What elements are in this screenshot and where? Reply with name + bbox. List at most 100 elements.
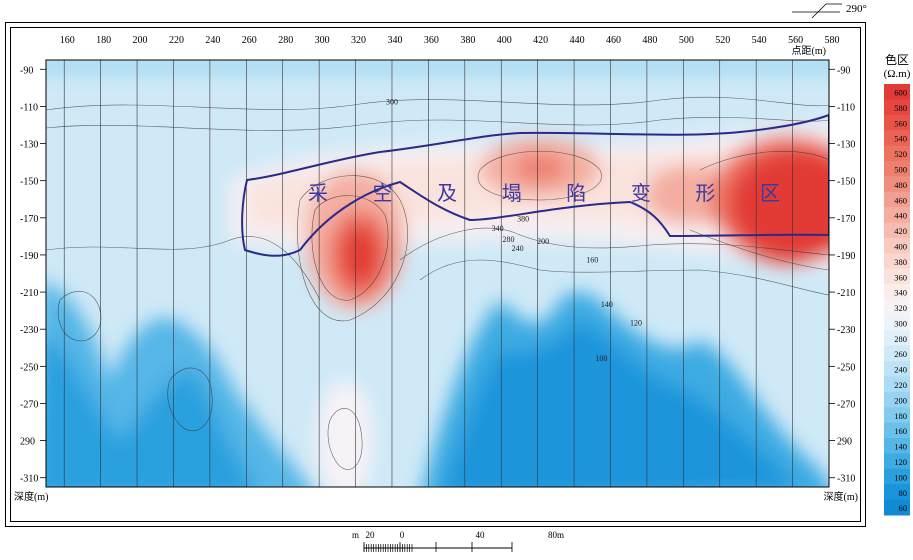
legend-level-label: 280: [894, 334, 907, 344]
legend-swatch: [884, 407, 910, 424]
contour-value-label: 200: [537, 237, 549, 246]
zone-label-char: 及: [437, 181, 457, 205]
contour-value-label: 120: [630, 318, 642, 327]
y-tick-label: -250: [20, 362, 38, 373]
legend-swatch: [884, 145, 910, 162]
plot-border: [45, 59, 830, 488]
legend-level-label: 480: [894, 180, 907, 190]
x-tick-label: 300: [315, 35, 330, 46]
legend-swatch: [884, 422, 910, 439]
contour-value-label: 140: [601, 300, 613, 309]
y-tick-label: -210: [837, 288, 855, 299]
x-tick-label: 520: [715, 35, 730, 46]
legend-level-label: 60: [899, 503, 908, 513]
x-axis-label: 点距(m): [792, 45, 826, 57]
x-tick-label: 580: [825, 35, 840, 46]
y-tick-label: -90: [837, 65, 850, 76]
zone-label-char: 区: [760, 181, 780, 205]
y-tick-label: -310: [20, 474, 38, 485]
map-inner-frame: [10, 27, 861, 522]
legend-level-label: 400: [894, 241, 907, 251]
legend-swatch: [884, 207, 910, 224]
x-tick-label: 560: [788, 35, 803, 46]
y-axis-label-left: 深度(m): [14, 490, 48, 503]
scale-tick-label: 0: [400, 530, 405, 540]
legend-level-label: 200: [894, 395, 907, 405]
y-axis-ticks-left: -90 -110 -130 -150 -170 -190 -210 -230 -250 -270 2…: [20, 65, 46, 485]
x-tick-label: 500: [679, 35, 694, 46]
scale-tick-label: 40: [476, 530, 486, 540]
y-tick-label: -250: [837, 362, 855, 373]
legend-level-label: 560: [894, 118, 907, 128]
y-tick-label: -130: [20, 140, 38, 151]
legend-swatch: [884, 345, 910, 362]
y-axis-ticks-right: -90 -110 -130 -150 -170 -190 -210 -230 -250 -270 2…: [829, 65, 855, 485]
zone-label-char: 空: [373, 181, 393, 205]
legend-level-label: 580: [894, 103, 907, 113]
zone-label-char: 变: [631, 181, 651, 205]
contour-value-label: 300: [386, 98, 398, 107]
map-outer-frame: [5, 22, 866, 527]
contour-value-label: 340: [492, 224, 504, 233]
y-tick-label: -270: [20, 399, 38, 410]
contour-value-label: 160: [586, 255, 598, 264]
legend-level-label: 440: [894, 211, 907, 221]
legend-title: 色区: [885, 53, 909, 67]
legend-level-label: 460: [894, 195, 907, 205]
legend-swatch: [884, 237, 910, 254]
x-tick-label: 380: [460, 35, 475, 46]
scale-bar: m 20 0 40 80m: [352, 530, 564, 552]
y-tick-label: -230: [837, 325, 855, 336]
scale-unit-label: m: [352, 530, 359, 540]
y-tick-label: -230: [20, 325, 38, 336]
legend-level-label: 180: [894, 411, 907, 421]
x-tick-label: 420: [533, 35, 548, 46]
legend-swatch: [884, 84, 910, 100]
zone-label-char: 塌: [502, 181, 522, 205]
scale-tick-label: 20: [366, 530, 376, 540]
legend-swatch: [884, 253, 910, 270]
legend-swatch: [884, 499, 910, 516]
bearing-symbol: 290°: [792, 3, 867, 19]
legend-swatch: [884, 361, 910, 377]
x-tick-label: 400: [497, 35, 512, 46]
legend-swatch: [884, 114, 910, 131]
legend-level-label: 520: [894, 149, 907, 159]
y-tick-label: -110: [837, 102, 855, 113]
y-tick-label: -310: [837, 474, 855, 485]
x-tick-label: 320: [351, 35, 366, 46]
grid: [63, 60, 829, 487]
legend-swatch: [884, 268, 910, 285]
legend-level-label: 240: [894, 365, 907, 375]
legend-level-label: 120: [894, 457, 907, 467]
zone-label: 采空及塌陷变形区: [308, 181, 780, 205]
legend-swatch: [884, 484, 910, 501]
legend-swatch: [884, 130, 910, 147]
x-tick-label: 480: [642, 35, 657, 46]
y-tick-label: -90: [20, 65, 33, 76]
legend-level-label: 300: [894, 318, 907, 328]
x-tick-label: 200: [133, 35, 148, 46]
y-tick-label: 290: [20, 437, 35, 448]
y-tick-label: -210: [20, 288, 38, 299]
x-tick-label: 280: [278, 35, 293, 46]
legend-level-label: 380: [894, 257, 907, 267]
x-tick-label: 220: [169, 35, 184, 46]
y-tick-label: -110: [20, 102, 38, 113]
x-tick-label: 360: [424, 35, 439, 46]
y-tick-label: -170: [837, 214, 855, 225]
legend-swatch: [884, 299, 910, 316]
contour-value-label: 100: [595, 354, 607, 363]
legend-swatch: [884, 222, 910, 239]
x-axis-ticks: 160 180 200 220 240 260 280 300 320 340 360 380 400 4…: [60, 35, 840, 46]
x-tick-label: 180: [96, 35, 111, 46]
legend-level-label: 80: [899, 488, 908, 498]
y-tick-label: -150: [20, 177, 38, 188]
legend-swatch: [884, 314, 910, 331]
legend-level-label: 260: [894, 349, 907, 359]
color-legend: 色区 (Ω.m) 600 580 560 540 520 500 480 460 440 420 4…: [884, 53, 911, 516]
y-axis-label-right: 深度(m): [824, 490, 858, 503]
x-tick-label: 260: [242, 35, 257, 46]
